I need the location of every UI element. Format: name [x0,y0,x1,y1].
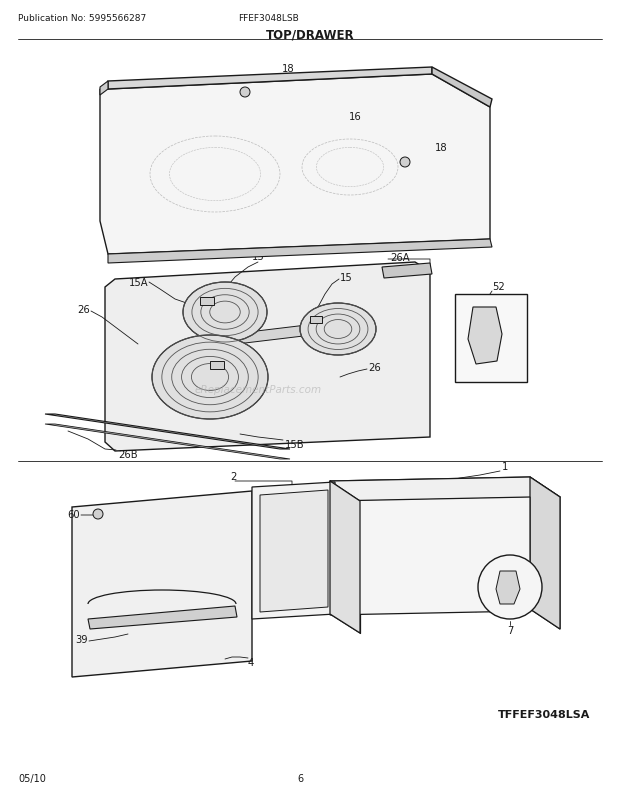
Text: 18: 18 [281,64,294,74]
Text: 16: 16 [348,111,361,122]
Bar [310,317,322,323]
Text: 15: 15 [340,273,353,282]
Text: Publication No: 5995566287: Publication No: 5995566287 [18,14,146,23]
Polygon shape [496,571,520,604]
Text: 26: 26 [78,305,90,314]
Polygon shape [382,264,432,278]
Text: 18: 18 [435,143,448,153]
Polygon shape [100,75,490,255]
Text: eReplacementParts.com: eReplacementParts.com [195,384,322,395]
Bar [455,294,527,383]
Polygon shape [330,481,360,634]
Polygon shape [468,308,502,365]
Text: 26: 26 [368,363,381,373]
Polygon shape [100,82,108,96]
Text: FFEF3048LSB: FFEF3048LSB [238,14,299,23]
Text: 26B: 26B [118,449,138,460]
Text: 15A: 15A [128,277,148,288]
Text: 1: 1 [502,461,508,472]
Bar [210,362,224,370]
Ellipse shape [300,304,376,355]
Polygon shape [252,482,335,619]
Text: TOP/DRAWER: TOP/DRAWER [266,28,354,41]
Polygon shape [88,606,237,630]
Ellipse shape [183,282,267,342]
Bar [200,298,214,306]
Text: 2: 2 [230,472,236,481]
Polygon shape [330,477,560,501]
Circle shape [400,158,410,168]
Circle shape [93,509,103,520]
Polygon shape [45,415,290,449]
Polygon shape [530,477,560,630]
Text: 60: 60 [68,509,80,520]
Text: 7: 7 [507,626,513,635]
Polygon shape [330,497,530,615]
Text: 05/10: 05/10 [18,773,46,783]
Text: 6: 6 [297,773,303,783]
Ellipse shape [152,335,268,419]
Polygon shape [432,68,492,107]
Polygon shape [105,263,430,452]
Polygon shape [45,424,290,460]
Text: 52: 52 [492,282,505,292]
Polygon shape [108,240,492,264]
Polygon shape [260,490,328,612]
Circle shape [240,88,250,98]
Text: 4: 4 [248,657,254,667]
Text: 15: 15 [252,252,264,261]
Text: 26A: 26A [390,253,410,263]
Polygon shape [108,68,432,90]
Circle shape [478,555,542,619]
Text: 39: 39 [76,634,88,644]
Polygon shape [72,492,252,677]
Text: TFFEF3048LSA: TFFEF3048LSA [498,709,590,719]
Text: 15B: 15B [285,439,304,449]
Polygon shape [190,322,345,350]
